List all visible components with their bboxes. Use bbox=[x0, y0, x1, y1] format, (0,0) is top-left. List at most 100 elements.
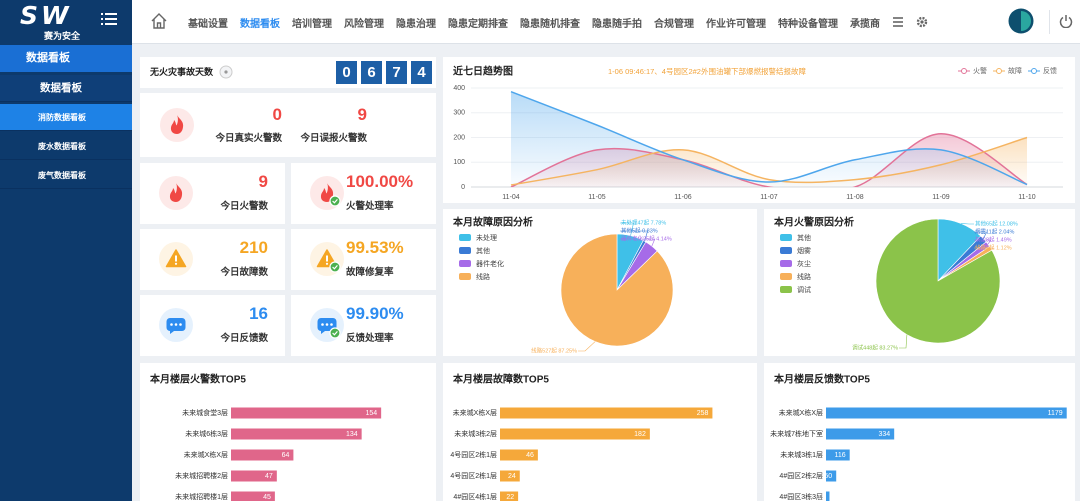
legend-label: 烟雾 bbox=[797, 246, 811, 255]
menu-toggle[interactable] bbox=[101, 12, 117, 26]
bar-category: 未来城3栋1层 bbox=[780, 450, 823, 459]
bar-value: 1179 bbox=[1048, 410, 1063, 417]
sidebar-item[interactable]: 数据看板 bbox=[0, 75, 132, 102]
safe-days-digit: 4 bbox=[411, 61, 432, 84]
home-icon[interactable] bbox=[150, 12, 168, 30]
slice-label: 线路6起 1.12% bbox=[975, 243, 1012, 251]
sidebar: SW 赛为安全 数据看板 数据看板 消防数据看板 废水数据看板 废气数据看板 bbox=[0, 0, 132, 501]
label-leader bbox=[974, 239, 992, 245]
bar bbox=[500, 491, 519, 501]
brand: 赛为安全 bbox=[44, 31, 81, 41]
slice-label: 未处理47起 7.78% bbox=[621, 218, 666, 226]
label-leader bbox=[620, 230, 648, 242]
stat-label: 今日反馈数 bbox=[220, 333, 268, 344]
nav-item[interactable]: 特种设备管理 bbox=[778, 18, 838, 30]
y-tick-label: 300 bbox=[453, 110, 465, 117]
bar-value: 46 bbox=[526, 452, 534, 459]
alarm-summary-panel: 0 今日真实火警数 9 今日误报火警数 bbox=[140, 93, 436, 157]
y-tick-label: 100 bbox=[453, 159, 465, 166]
x-tick-label: 11-09 bbox=[932, 194, 949, 201]
nav-item[interactable]: 隐患随机排查 bbox=[520, 18, 580, 30]
icon-badge bbox=[329, 327, 341, 339]
stat-icon bbox=[310, 176, 344, 210]
sidebar-item[interactable]: 废水数据看板 bbox=[0, 133, 132, 160]
bar bbox=[500, 470, 520, 482]
nav-item[interactable]: 数据看板 bbox=[240, 18, 280, 30]
x-tick-label: 11-04 bbox=[502, 194, 519, 201]
info-icon[interactable] bbox=[219, 65, 233, 79]
bar bbox=[500, 449, 538, 461]
power-icon[interactable] bbox=[1059, 14, 1073, 28]
x-tick-label: 11-05 bbox=[588, 194, 605, 201]
more-bar bbox=[893, 25, 903, 27]
avatar[interactable] bbox=[1008, 8, 1034, 34]
nav-item[interactable]: 隐患随手拍 bbox=[592, 18, 642, 30]
icon-glyph-dot bbox=[179, 323, 182, 326]
nav-item[interactable]: 隐患定期排查 bbox=[448, 18, 508, 30]
x-tick-label: 11-10 bbox=[1018, 194, 1035, 201]
sidebar-item[interactable]: 消防数据看板 bbox=[0, 104, 132, 131]
stat-label: 今日故障数 bbox=[220, 267, 268, 278]
bar bbox=[231, 407, 382, 419]
bar-category: 未来城招聘楼1层 bbox=[175, 492, 228, 501]
nav-item[interactable]: 培训管理 bbox=[292, 18, 332, 30]
safe-days-label: 无火灾事故天数 bbox=[150, 67, 214, 77]
settings-icon[interactable] bbox=[916, 16, 928, 28]
stat-value: 16 bbox=[249, 304, 268, 323]
stat-icon bbox=[159, 308, 193, 342]
stat-label: 今日误报火警数 bbox=[300, 133, 367, 144]
bar-category: 未来城X栋X层 bbox=[779, 408, 823, 417]
series-line bbox=[510, 91, 1028, 186]
nav-item[interactable]: 风险管理 bbox=[344, 18, 384, 30]
nav-item[interactable]: 作业许可管理 bbox=[706, 18, 766, 30]
bar bbox=[500, 428, 650, 440]
label-leader bbox=[960, 223, 974, 225]
x-tick-label: 11-07 bbox=[760, 194, 777, 201]
chart: 本月楼层火警数TOP5 未来城食堂3层 154 未来城6栋3层 134 未来城X栋X层 64… bbox=[150, 373, 382, 501]
sidebar-section[interactable]: 数据看板 bbox=[0, 45, 132, 72]
stat-label: 反馈处理率 bbox=[346, 333, 394, 344]
legend-marker bbox=[961, 68, 967, 74]
bar-category: 未来城X栋X层 bbox=[184, 450, 228, 459]
legend-marker bbox=[996, 68, 1002, 74]
nav-item[interactable]: 承揽商 bbox=[850, 18, 880, 30]
bar-value: 116 bbox=[835, 452, 846, 459]
x-tick-label: 11-06 bbox=[674, 194, 691, 201]
chart-title: 本月火警原因分析 bbox=[774, 216, 854, 229]
toggle-dot bbox=[101, 23, 103, 25]
nav: 基础设置 数据看板 培训管理 风险管理 隐患治理 隐患定期排查 隐患随机排查 隐患随手拍 合规管… bbox=[188, 0, 928, 44]
more-bar bbox=[893, 21, 903, 23]
nav-item[interactable]: 合规管理 bbox=[654, 18, 694, 30]
nav-item[interactable]: 隐患治理 bbox=[396, 18, 436, 30]
stat-label: 今日真实火警数 bbox=[215, 133, 282, 144]
nav-more[interactable] bbox=[892, 16, 904, 28]
bar bbox=[826, 491, 830, 501]
toggle-dot bbox=[101, 18, 103, 20]
icon-glyph-dot bbox=[330, 323, 333, 326]
legend-label: 其他 bbox=[476, 246, 490, 255]
area bbox=[511, 91, 1027, 187]
bar-value: 45 bbox=[263, 494, 271, 501]
icon-badge-check bbox=[332, 331, 338, 336]
stat-value: 99.53% bbox=[346, 238, 404, 257]
stat-value: 210 bbox=[239, 238, 268, 257]
bar-value: 334 bbox=[879, 431, 891, 438]
chart: 近七日趋势图 1-06 09:46:17、4号园区2#2外围油罐下部爆燃报警结报故… bbox=[453, 65, 1063, 201]
icon-glyph-dot bbox=[174, 262, 178, 265]
legend-label: 反馈 bbox=[1043, 66, 1057, 75]
bar bbox=[231, 470, 277, 482]
legend-label: 线路 bbox=[476, 272, 490, 281]
top-bar: 基础设置 数据看板 培训管理 风险管理 隐患治理 隐患定期排查 隐患随机排查 隐患随手拍 合规管… bbox=[132, 0, 1080, 44]
legend-swatch bbox=[459, 273, 471, 280]
bar-value: 47 bbox=[265, 473, 273, 480]
bar-category: 4#园区2栋2层 bbox=[779, 471, 823, 480]
stat-card: 100.00% 火警处理率 bbox=[291, 163, 436, 224]
y-tick-label: 200 bbox=[453, 134, 465, 141]
sidebar-item[interactable]: 废气数据看板 bbox=[0, 162, 132, 189]
bar-category: 4号园区2栋1层 bbox=[450, 471, 497, 480]
nav-item[interactable]: 基础设置 bbox=[188, 18, 228, 30]
stat-value: 9 bbox=[258, 172, 268, 191]
legend-swatch bbox=[780, 247, 792, 254]
legend-label: 灰尘 bbox=[797, 259, 811, 268]
